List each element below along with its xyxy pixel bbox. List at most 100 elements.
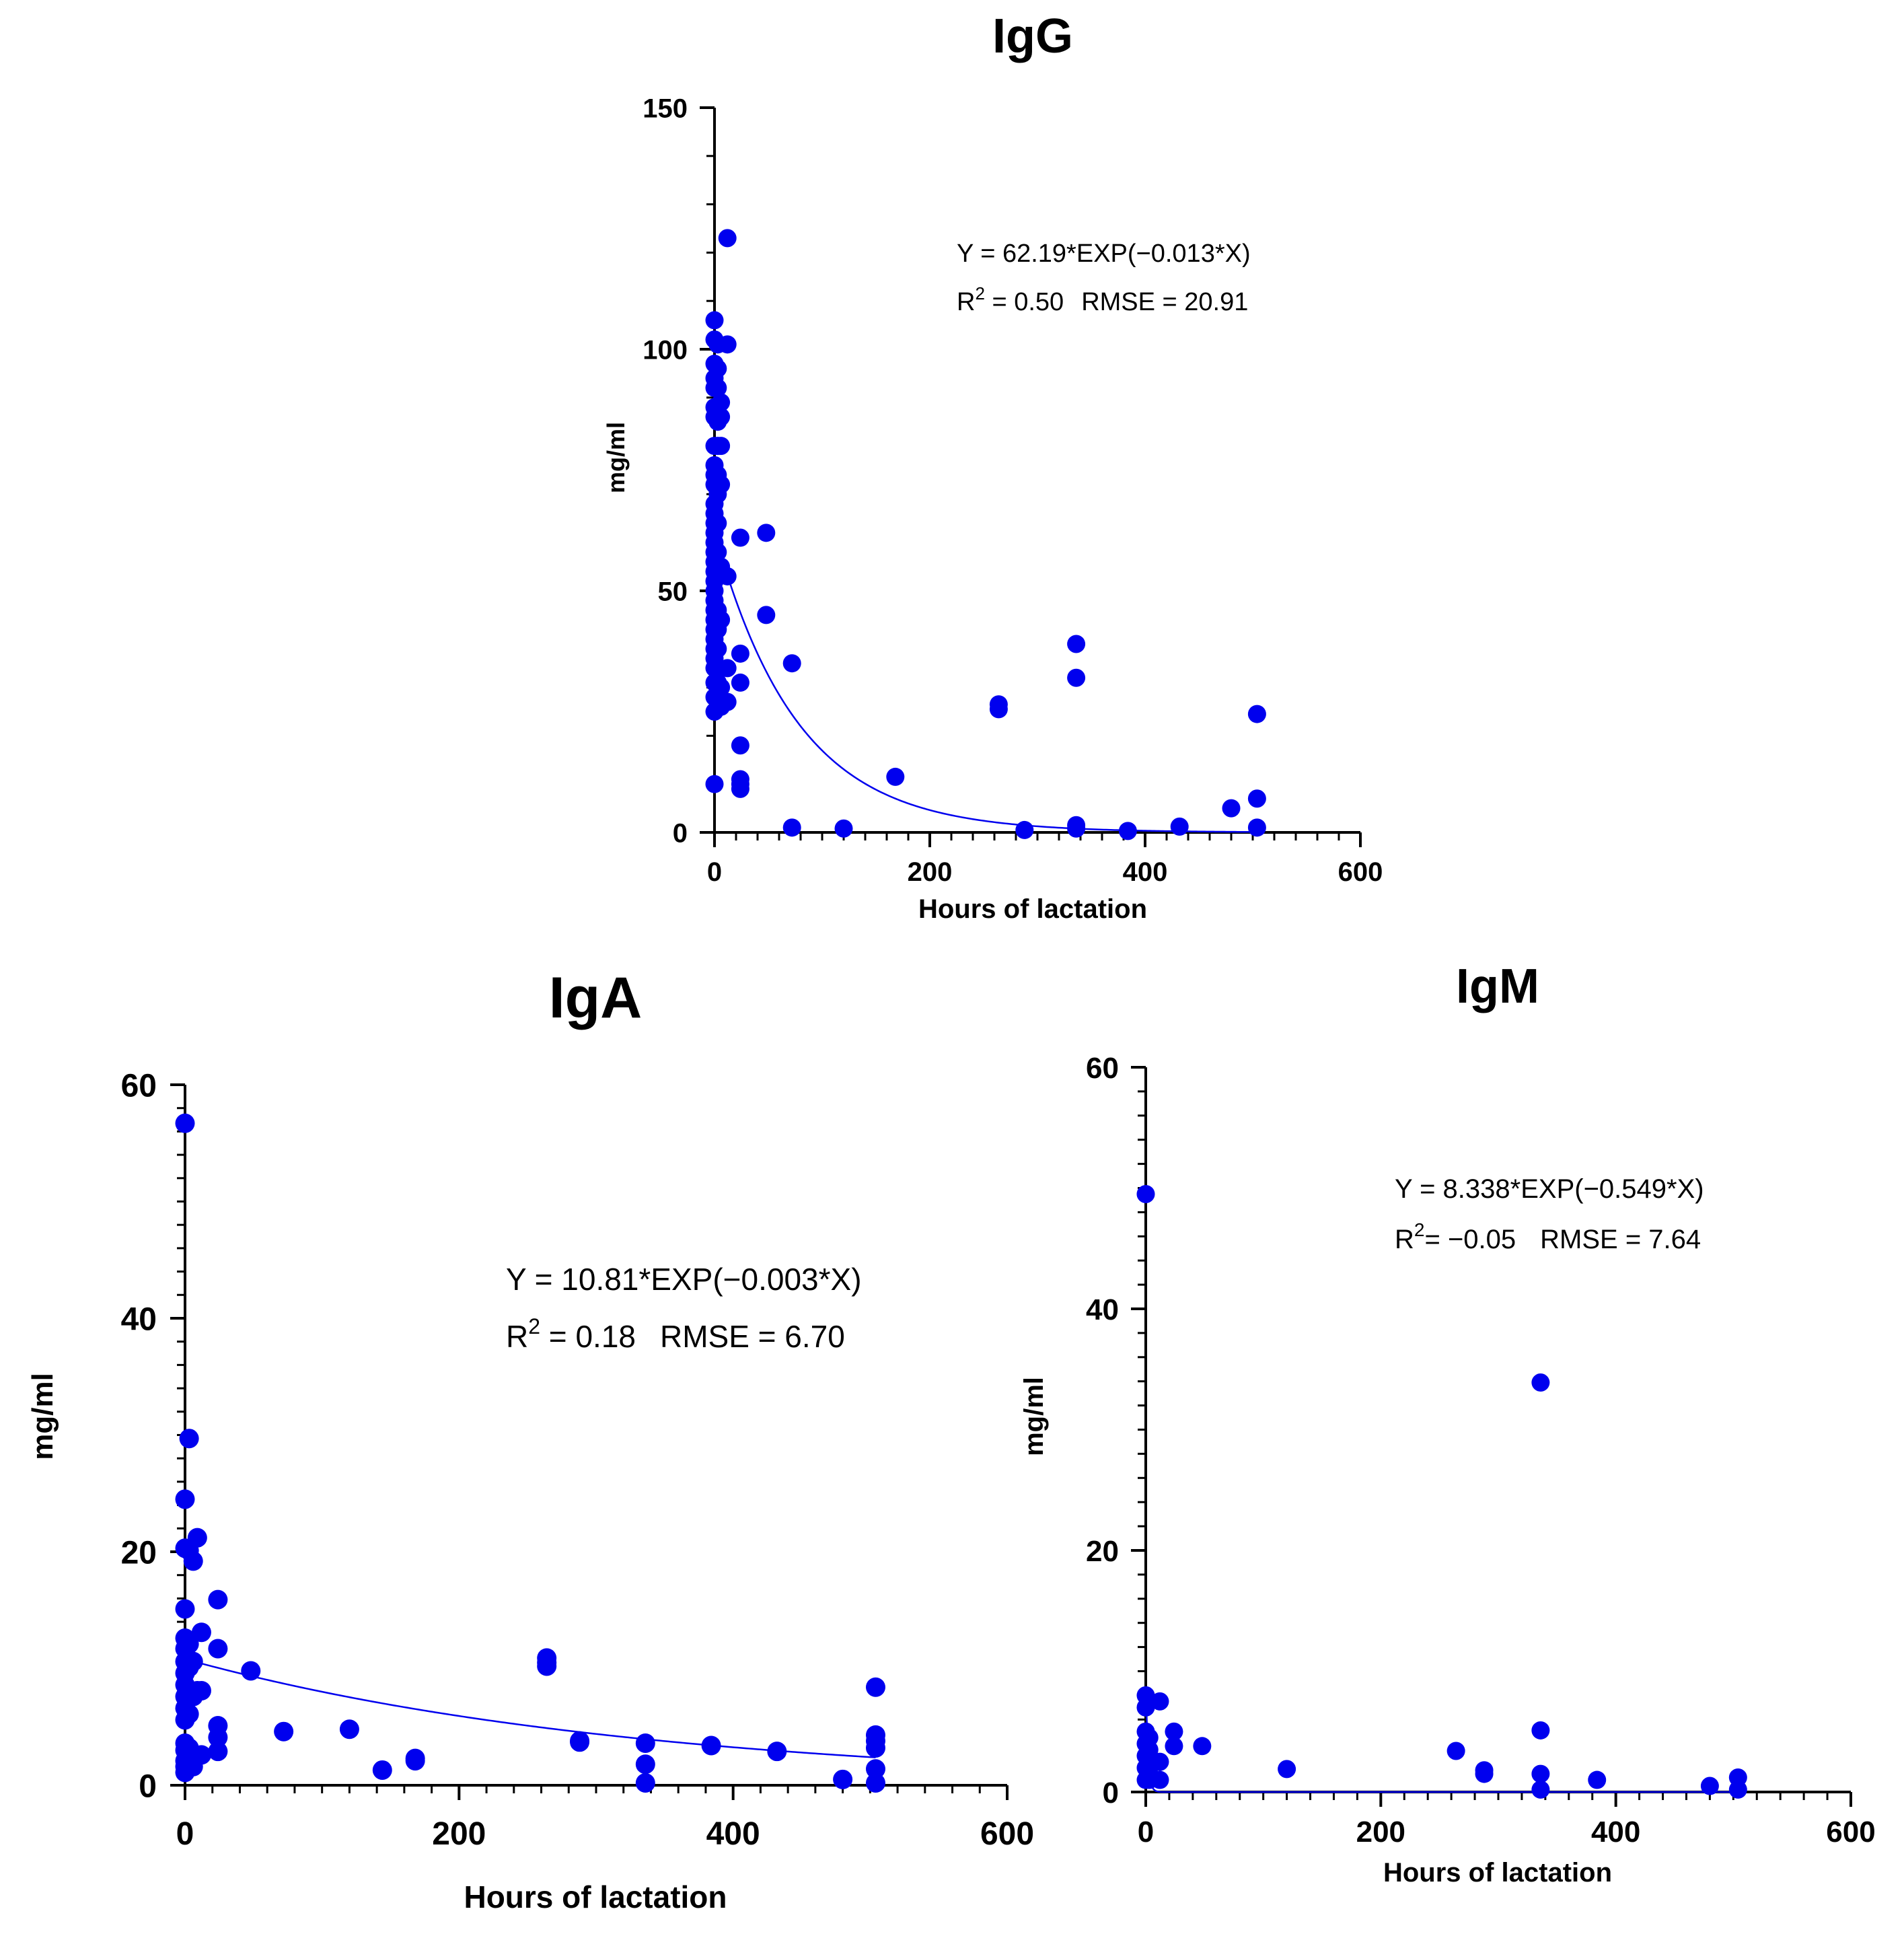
iga-data-point [208, 1727, 228, 1748]
igg-data-point [712, 437, 731, 456]
iga-data-point [187, 1528, 207, 1548]
iga-r2-symbol: R [506, 1319, 528, 1354]
iga-data-point [179, 1704, 199, 1724]
igg-data-point [731, 779, 749, 798]
iga-rmse: RMSE = 6.70 [660, 1319, 845, 1354]
iga-data-point [191, 1745, 211, 1765]
iga-data-point [339, 1719, 359, 1740]
igg-data-point [1222, 799, 1241, 818]
igg-data-point [834, 819, 853, 838]
igm-data-point [1165, 1722, 1183, 1741]
iga-x-tick-label: 600 [980, 1816, 1034, 1852]
igm-data-point [1136, 1698, 1155, 1717]
igm-data-point [1447, 1742, 1465, 1760]
iga-y-axis-title: mg/ml [26, 1373, 59, 1460]
igm-x-tick-label: 400 [1591, 1816, 1640, 1849]
igm-data-point [1150, 1752, 1169, 1771]
igg-data-point [718, 229, 737, 248]
igg-rmse: RMSE = 20.91 [1081, 288, 1248, 316]
igg-x-tick-label: 600 [1338, 857, 1383, 887]
igg-x-tick-label: 400 [1123, 857, 1168, 887]
igg-data-point [731, 736, 749, 755]
igg-stats-line: R2 = 0.50 RMSE = 20.91 [957, 283, 1248, 316]
igg-data-point [757, 524, 776, 542]
igm-panel: IgM mg/ml Hours of lactation Y = 8.338*E… [1019, 960, 1876, 1888]
igg-data-point [712, 610, 731, 629]
iga-data-point [183, 1551, 203, 1571]
iga-y-tick-label: 60 [121, 1068, 157, 1104]
igg-equation: Y = 62.19*EXP(−0.013*X) [957, 240, 1251, 268]
igg-r2-superscript: 2 [975, 283, 984, 303]
iga-data-point [274, 1721, 294, 1742]
igg-data-point [708, 639, 727, 658]
iga-data-point [241, 1661, 261, 1681]
iga-data-point [570, 1732, 590, 1752]
iga-data-point [183, 1651, 203, 1672]
igg-data-point [705, 659, 724, 678]
igm-data-point [1475, 1764, 1494, 1783]
igm-r2-superscript: 2 [1414, 1219, 1425, 1240]
igm-r2-value: = −0.05 [1424, 1225, 1516, 1254]
igg-data-point [712, 678, 731, 697]
iga-data-point [635, 1754, 655, 1774]
igm-data-point [1193, 1737, 1212, 1756]
igm-data-point [1531, 1780, 1550, 1799]
igm-data-point [1150, 1692, 1169, 1711]
iga-data-point [405, 1751, 425, 1771]
iga-equation: Y = 10.81*EXP(−0.003*X) [506, 1262, 862, 1297]
iga-data-point [179, 1429, 199, 1449]
igg-y-tick-label: 150 [643, 94, 688, 123]
igg-y-tick-label: 100 [643, 335, 688, 365]
iga-data-point [191, 1622, 211, 1643]
iga-x-tick-label: 200 [432, 1816, 486, 1852]
iga-data-point [208, 1742, 228, 1762]
iga-data-point [175, 1113, 195, 1133]
igg-data-point [708, 543, 727, 562]
iga-y-tick-label: 40 [121, 1301, 157, 1337]
igm-x-tick-label: 0 [1138, 1816, 1154, 1849]
igg-data-point [757, 606, 776, 624]
igm-x-axis-title: Hours of lactation [1383, 1858, 1612, 1888]
igg-y-tick-label: 0 [673, 818, 688, 848]
igg-y-tick-label: 50 [658, 577, 688, 606]
iga-stats-line: R2 = 0.18 RMSE = 6.70 [506, 1314, 845, 1354]
igg-data-point [782, 818, 801, 837]
iga-data-point [175, 1489, 195, 1509]
igg-data-point [731, 644, 749, 663]
igg-data-point [718, 692, 737, 711]
iga-data-point [865, 1737, 885, 1758]
iga-y-tick-label: 20 [121, 1535, 157, 1571]
igm-data-point [1531, 1373, 1550, 1392]
igg-data-point [731, 673, 749, 692]
igm-stats-line: R2= −0.05 RMSE = 7.64 [1395, 1219, 1701, 1254]
igg-data-point [1067, 635, 1086, 653]
igm-r2-symbol: R [1395, 1225, 1414, 1254]
igg-data-point [886, 767, 905, 786]
igm-equation: Y = 8.338*EXP(−0.549*X) [1395, 1174, 1704, 1204]
igg-data-point [712, 393, 731, 412]
igm-x-tick-label: 600 [1826, 1816, 1875, 1849]
iga-x-tick-label: 0 [176, 1816, 194, 1852]
igm-y-tick-label: 0 [1103, 1777, 1119, 1809]
igg-data-point [1067, 668, 1086, 687]
iga-data-point [701, 1735, 721, 1756]
igg-fit-curve [727, 575, 1253, 833]
igg-data-point [731, 528, 749, 547]
iga-data-point [635, 1773, 655, 1793]
igg-data-point [989, 700, 1008, 719]
igg-data-point [708, 513, 727, 532]
igm-y-tick-label: 20 [1086, 1535, 1119, 1568]
igg-data-point [1247, 789, 1266, 808]
iga-r2-superscript: 2 [528, 1314, 540, 1338]
igg-data-point [1247, 818, 1266, 837]
igm-y-axis-title: mg/ml [1019, 1377, 1049, 1456]
igm-data-point [1150, 1770, 1169, 1789]
iga-title: IgA [549, 966, 643, 1030]
iga-data-point [175, 1599, 195, 1619]
igg-r2-symbol: R [957, 288, 975, 316]
igm-data-point [1136, 1184, 1155, 1203]
iga-data-point [865, 1773, 885, 1793]
igg-data-point [1118, 822, 1137, 840]
igg-data-point [705, 775, 724, 793]
